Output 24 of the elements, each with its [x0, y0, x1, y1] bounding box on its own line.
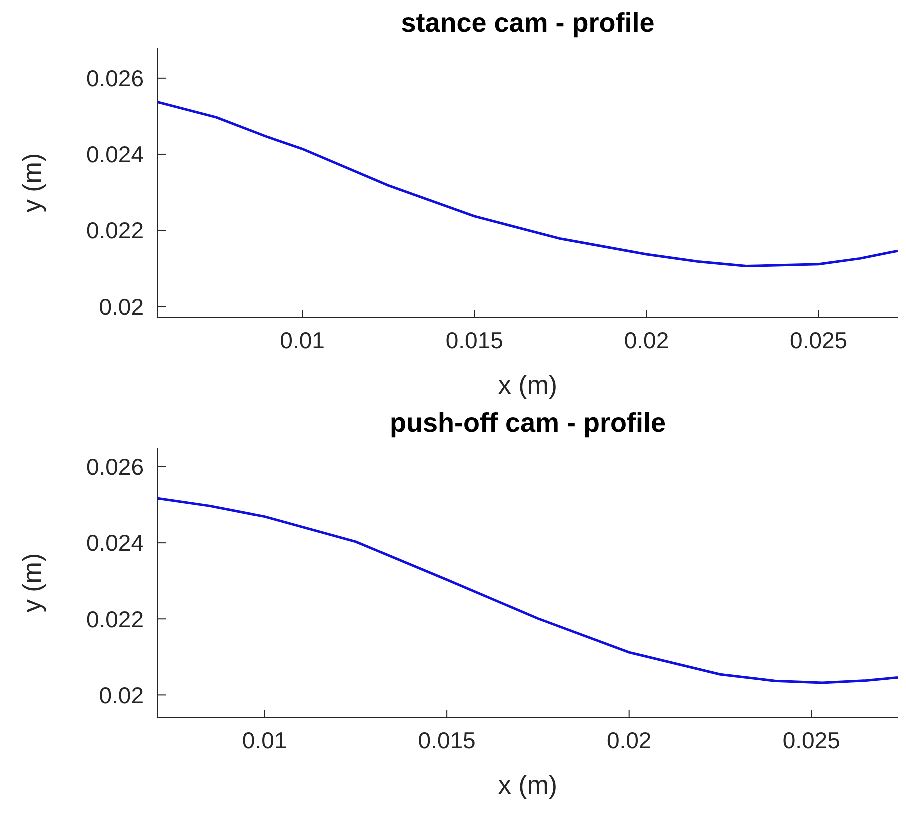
x-axis-title: x (m) — [498, 770, 558, 800]
y-tick-label: 0.02 — [99, 294, 144, 320]
y-tick-label: 0.026 — [86, 66, 144, 92]
x-tick-label: 0.025 — [782, 727, 840, 754]
y-tick-label: 0.02 — [99, 682, 144, 708]
chart-title: push-off cam - profile — [389, 408, 667, 440]
x-tick-label: 0.015 — [446, 327, 504, 354]
y-tick-label: 0.024 — [86, 530, 144, 556]
line-series — [158, 101, 898, 268]
y-tick-label: 0.022 — [86, 218, 144, 244]
y-tick-label: 0.026 — [86, 454, 144, 480]
y-axis-title: y (m) — [17, 153, 48, 213]
x-tick-label: 0.01 — [242, 727, 288, 754]
x-axis-title: x (m) — [498, 370, 558, 400]
chart-title: stance cam - profile — [400, 8, 656, 40]
y-tick-label: 0.022 — [86, 606, 144, 632]
y-axis-title: y (m) — [17, 553, 48, 613]
x-tick-label: 0.02 — [624, 327, 670, 354]
x-tick-label: 0.025 — [790, 327, 848, 354]
y-tick-label: 0.024 — [86, 142, 144, 168]
x-tick-label: 0.02 — [606, 727, 652, 754]
line-series — [158, 497, 898, 684]
x-tick-label: 0.01 — [280, 327, 325, 354]
x-tick-label: 0.015 — [418, 727, 476, 754]
